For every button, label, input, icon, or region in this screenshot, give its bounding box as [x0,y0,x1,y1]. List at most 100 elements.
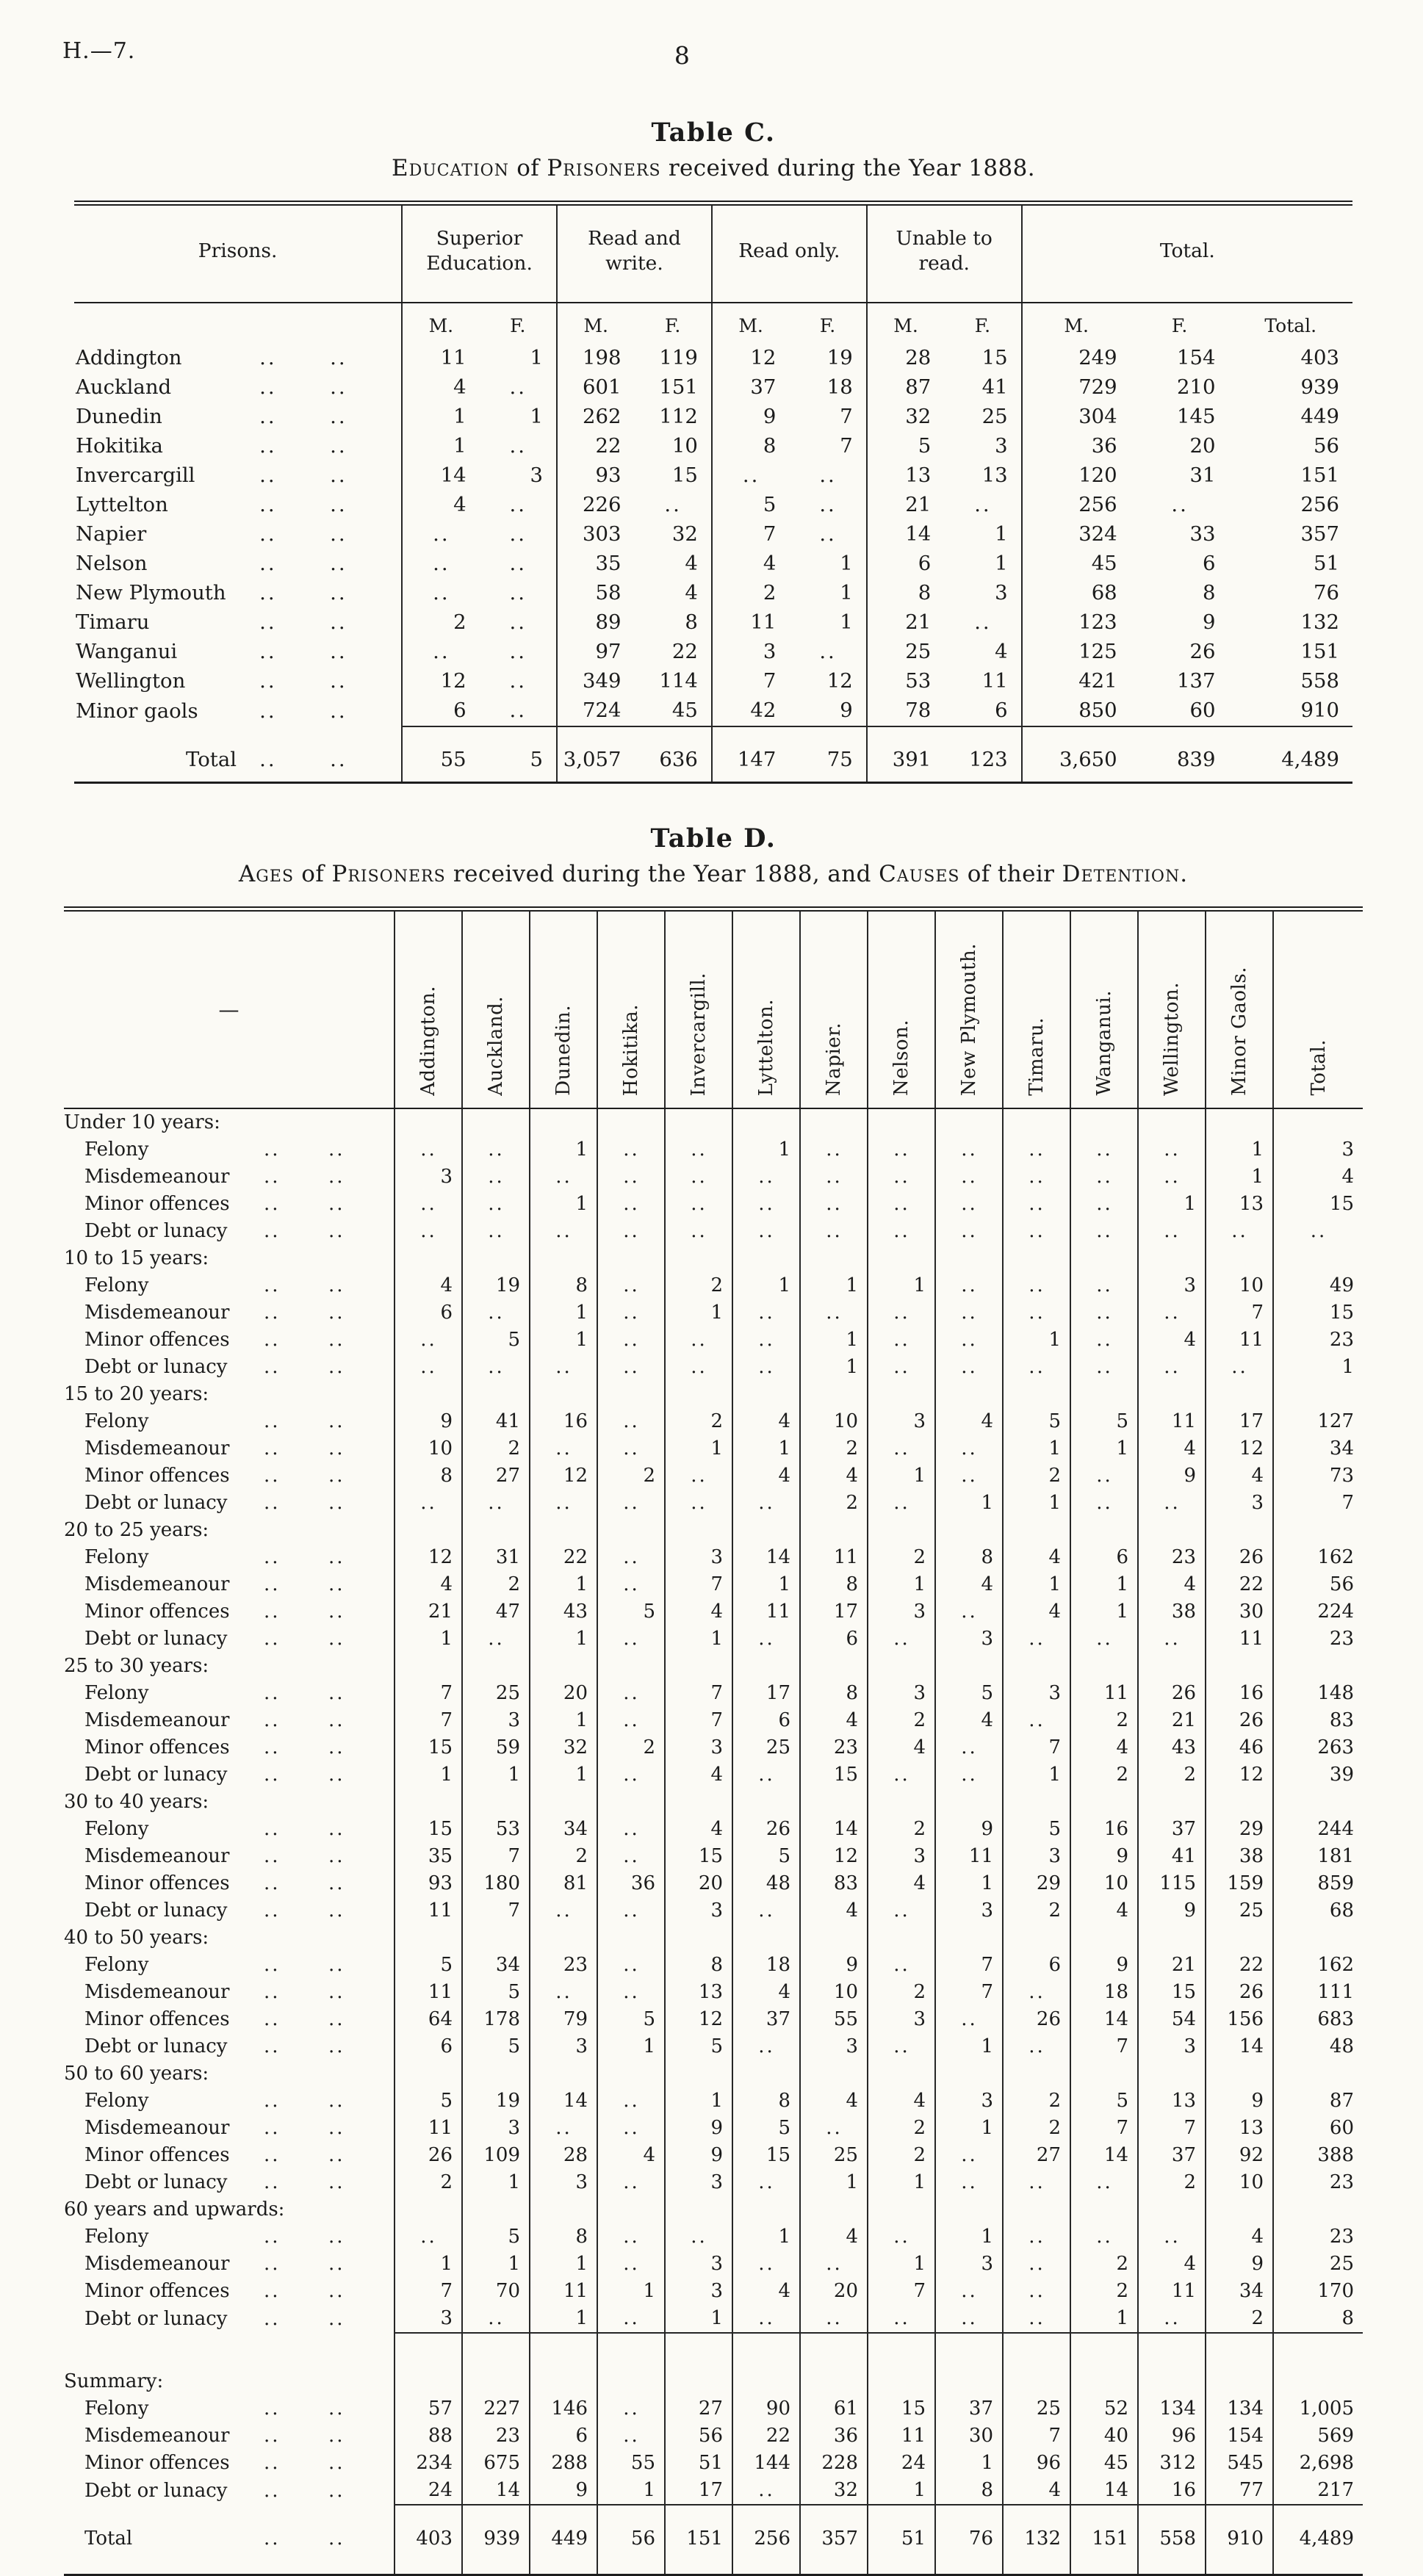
value-cell: 3 [867,1598,935,1626]
value-cell [1272,1244,1363,1272]
value-cell [732,1108,800,1136]
value-cell: 14 [1070,2476,1138,2505]
subtitle-part: Causes [879,860,960,887]
value-cell: 2 [1002,2087,1070,2115]
value-cell: 2 [710,578,790,608]
leader-dots: .. [328,1981,345,2004]
value-cell [394,1652,462,1680]
value-cell: 1 [664,2304,732,2333]
value-cell: .. [867,1163,935,1191]
leader-dots: .. [264,1872,281,1895]
value-cell: .. [867,1761,935,1789]
value-cell [799,1380,868,1408]
row-label: Debt or lunacy.... [64,1626,395,1653]
row-label-text: Debt or lunacy [84,1764,228,1786]
value-cell: 25 [865,637,945,667]
offence-row: Minor offences.... 15 59 32 2 3 25 23 4.. 7 4 43 46 2… [64,1733,1363,1761]
value-cell: 162 [1272,1543,1363,1571]
prison-name: Minor gaols [76,699,198,723]
value-cell: .. [509,640,527,664]
prison-name: Wellington [76,669,186,693]
value-cell [1205,2196,1273,2223]
value-cell: 151 [1070,2503,1138,2575]
value-cell: .. [597,2422,665,2450]
leader-dots: .. [264,1465,281,1487]
table-c-subtitle: Education of Prisoners received during t… [62,155,1364,181]
value-cell: 1 [461,2250,530,2278]
value-cell: 4 [1137,2250,1206,2278]
value-cell: 15 [1272,1299,1363,1327]
value-cell [461,2331,530,2395]
value-cell: 151 [664,2503,732,2575]
value-cell: 729 [1020,372,1131,403]
value-cell: .. [597,1190,665,1218]
value-cell: .. [1002,1706,1070,1734]
col-read-only: Read only. [710,203,867,303]
value-cell [597,1108,665,1136]
age-group-row: 20 to 25 years: [64,1516,1363,1544]
prison-label: Lyttelton.... [74,491,402,520]
leader-dots: .. [259,581,277,605]
value-cell [461,2060,530,2088]
value-cell: .. [509,699,527,723]
value-cell: 2 [1002,1897,1070,1924]
value-cell: 42 [710,696,790,726]
value-cell: 4 [867,2087,935,2115]
offence-row: Misdemeanour.... 3...................... 1… [64,1163,1363,1191]
value-cell: 4 [732,1462,800,1490]
value-cell: .. [664,1489,732,1517]
value-cell: 132 [1300,610,1340,635]
value-cell [394,1924,462,1952]
value-cell: .. [1272,1217,1363,1245]
row-label-text: Debt or lunacy [84,1628,228,1650]
value-cell: 3 [664,2168,732,2196]
row-label-text: Total [84,2527,133,2550]
value-cell [1205,1516,1273,1544]
subheader-m: M. [710,302,790,344]
value-cell: 156 [1205,2005,1273,2033]
label-grid: Felony.... [65,1819,393,1839]
col-header-new-plymouth: New Plymouth. [934,909,1003,1109]
value-cell: 2 [867,1815,935,1843]
value-cell [1205,1652,1273,1680]
value-cell: 2 [394,2168,462,2196]
page-header: H.—7. 8 [62,38,1364,82]
value-cell: 25 [799,2141,868,2169]
label-grid: Minor offences.... [65,1330,393,1349]
value-cell: .. [401,519,480,549]
value-cell: .. [1070,1462,1138,1490]
value-cell: 217 [1272,2476,1363,2505]
value-cell: .. [1070,2168,1138,2196]
prison-name: Lyttelton [76,493,168,517]
value-cell: 24 [867,2449,935,2477]
value-cell: 1 [732,1136,800,1163]
value-cell: 683 [1272,2005,1363,2033]
value-cell: .. [664,493,682,517]
value-cell: .. [732,1163,800,1191]
leader-dots: .. [264,1139,281,1161]
row-label-text: Minor offences [84,2144,230,2167]
value-cell: 36 [799,2422,868,2450]
row-label: Minor offences.... [64,2006,395,2033]
total-cell: 3,650 [1020,725,1131,783]
value-cell: .. [664,1217,732,1245]
row-label: Debt or lunacy.... [64,1354,395,1381]
value-cell: 3 [934,2250,1003,2278]
value-cell: 14 [1070,2005,1138,2033]
value-cell [732,2331,800,2395]
label-grid: Felony.... [65,1276,393,1295]
value-cell [1205,1244,1273,1272]
value-cell: 26 [1002,2005,1070,2033]
value-cell: 1 [1002,1326,1070,1354]
value-cell: 4 [867,1733,935,1761]
value-cell: 4 [867,1869,935,1897]
label-grid: Felony.... [65,1412,393,1431]
leader-dots: .. [328,1546,345,1569]
value-cell: 59 [461,1733,530,1761]
value-cell [1070,1380,1138,1408]
value-cell [799,1652,868,1680]
value-cell: .. [867,1136,935,1163]
value-cell: 151 [1300,640,1340,664]
value-cell [664,1924,732,1952]
value-cell: 7 [461,1842,530,1870]
